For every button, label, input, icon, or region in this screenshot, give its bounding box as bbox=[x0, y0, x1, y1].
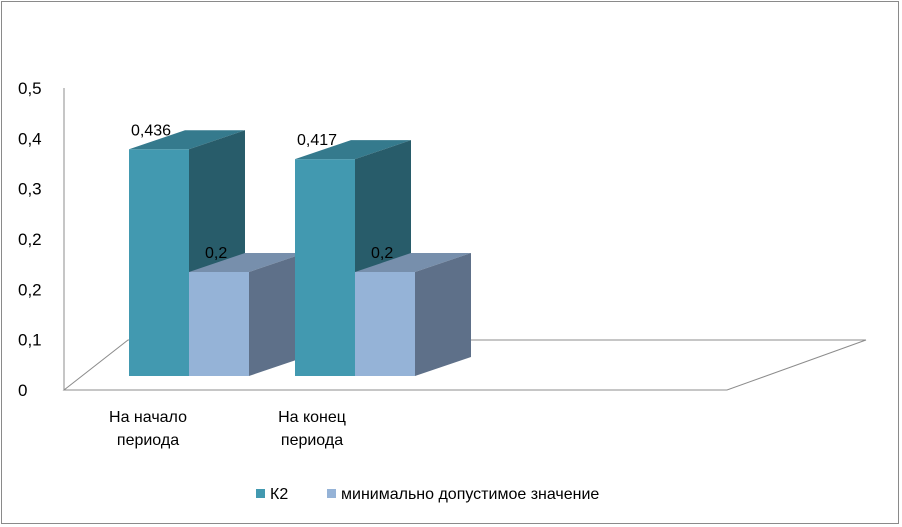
y-tick-label: 0,4 bbox=[18, 129, 42, 148]
data-label: 0,436 bbox=[131, 122, 171, 139]
data-labels: 0,436 0,2 0,417 0,2 bbox=[131, 122, 393, 262]
bar-top bbox=[189, 253, 305, 272]
category-label: периода bbox=[281, 432, 343, 449]
legend-swatch bbox=[256, 489, 265, 498]
y-tick-label: 0,5 bbox=[18, 79, 42, 98]
data-label: 0,2 bbox=[205, 245, 227, 262]
bar-front bbox=[129, 149, 189, 376]
y-tick-label: 0,2 bbox=[18, 230, 42, 249]
category-label: периода bbox=[117, 432, 179, 449]
chart-floor bbox=[62, 339, 867, 391]
legend-label: минимально допустимое значение bbox=[341, 486, 599, 503]
bar-front bbox=[295, 159, 355, 376]
legend-swatch bbox=[327, 489, 336, 498]
data-label: 0,2 bbox=[371, 245, 393, 262]
bar-top bbox=[295, 140, 411, 160]
chart-bars bbox=[129, 130, 471, 376]
chart-walls bbox=[62, 88, 867, 391]
y-tick-label: 0,2 bbox=[18, 280, 42, 299]
bar-top bbox=[129, 130, 245, 150]
y-axis-ticks: 0 0,1 0,2 0,2 0,3 0,4 0,5 bbox=[18, 79, 42, 400]
bar-front bbox=[355, 272, 415, 376]
category-label: На начало bbox=[109, 409, 187, 426]
bar-front bbox=[189, 272, 249, 376]
legend: К2 минимально допустимое значение bbox=[256, 486, 599, 503]
y-tick-label: 0,3 bbox=[18, 180, 42, 199]
y-tick-label: 0 bbox=[18, 381, 27, 400]
legend-label: К2 bbox=[270, 486, 288, 503]
bar-side bbox=[249, 253, 305, 376]
category-labels: На начало периода На конец периода bbox=[109, 409, 346, 449]
data-label: 0,417 bbox=[297, 132, 337, 149]
bar-top bbox=[355, 253, 471, 272]
category-label: На конец bbox=[278, 409, 346, 426]
bar-side bbox=[415, 253, 471, 376]
y-tick-label: 0,1 bbox=[18, 331, 42, 350]
